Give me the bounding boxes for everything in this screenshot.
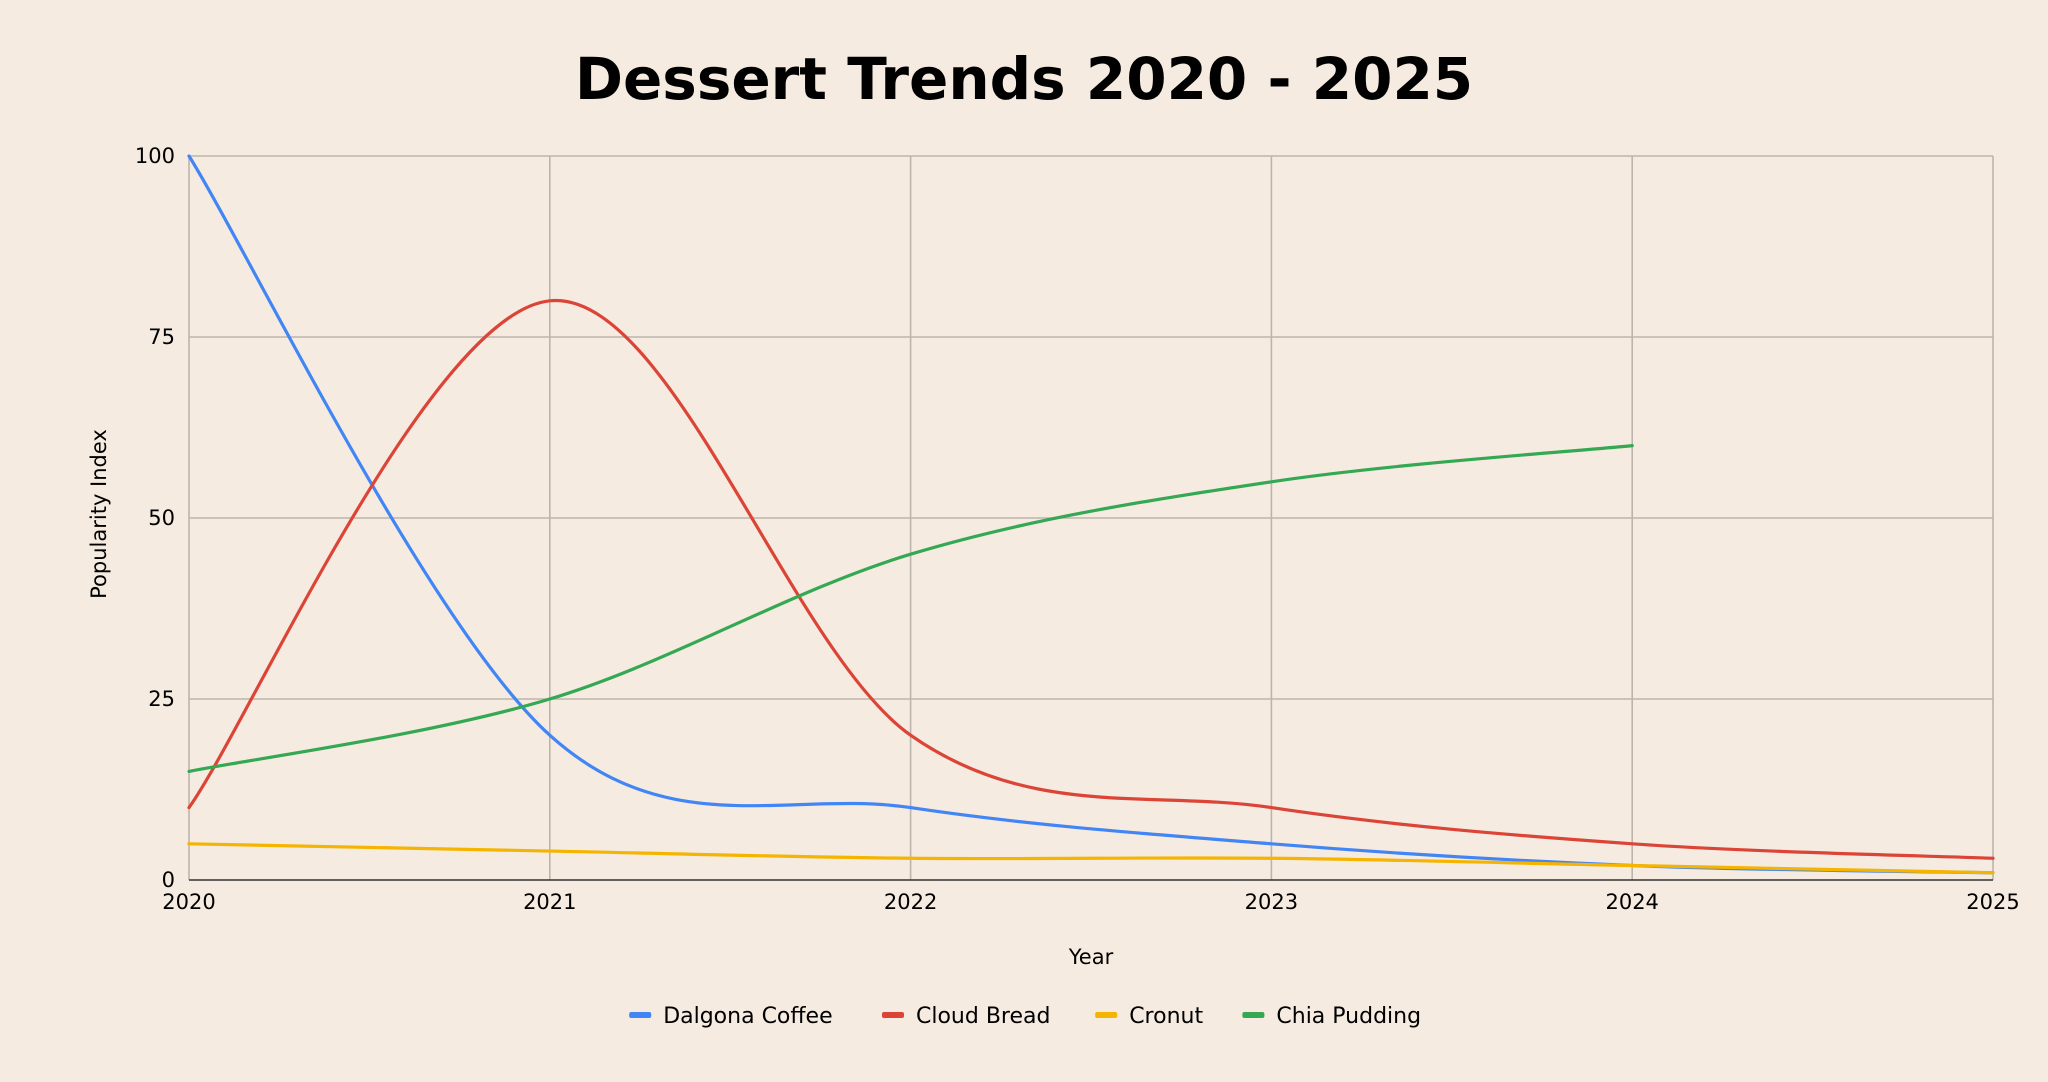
- legend-item-cloud-bread: Cloud Bread: [882, 1004, 1050, 1029]
- series-line-dalgona-coffee: [187, 154, 1995, 875]
- y-axis-label: Popularity Index: [87, 429, 111, 599]
- x-tick-label: 2022: [884, 890, 937, 914]
- x-tick-label: 2023: [1245, 890, 1298, 914]
- x-tick-label: 2024: [1605, 890, 1658, 914]
- x-tick-label: 2025: [1966, 890, 2019, 914]
- legend-item-cronut: Cronut: [1095, 1004, 1203, 1029]
- y-axis-ticks: 0 25 50 75 100: [135, 144, 175, 892]
- legend-item-dalgona-coffee: Dalgona Coffee: [629, 1004, 833, 1029]
- y-tick-label: 50: [148, 506, 175, 530]
- legend-swatch: [1242, 1012, 1265, 1018]
- x-tick-label: 2020: [162, 890, 215, 914]
- series-line-cronut: [187, 842, 1995, 875]
- y-tick-label: 75: [148, 325, 175, 349]
- x-axis-label: Year: [1068, 945, 1114, 969]
- legend-label: Cronut: [1129, 1004, 1203, 1029]
- legend-label: Cloud Bread: [916, 1004, 1050, 1029]
- x-tick-label: 2021: [523, 890, 576, 914]
- legend-label: Dalgona Coffee: [663, 1004, 832, 1029]
- grid: [188, 155, 1994, 881]
- series-line-cloud-bread: [187, 299, 1995, 860]
- legend-swatch: [1095, 1012, 1118, 1018]
- legend-label: Chia Pudding: [1276, 1004, 1421, 1029]
- legend-swatch: [882, 1012, 904, 1018]
- legend-item-chia-pudding: Chia Pudding: [1242, 1004, 1421, 1029]
- x-axis-ticks: 2020 2021 2022 2023 2024 2025: [162, 890, 2019, 914]
- legend: Dalgona Coffee Cloud Bread Cronut Chia Pudd…: [629, 1004, 1421, 1029]
- series-line-chia-pudding: [187, 444, 1634, 773]
- chart-title: Dessert Trends 2020 - 2025: [575, 45, 1473, 113]
- y-tick-label: 100: [135, 144, 175, 168]
- y-tick-label: 0: [162, 868, 175, 892]
- y-tick-label: 25: [148, 687, 175, 711]
- legend-swatch: [629, 1012, 652, 1018]
- series-lines: [187, 154, 1995, 875]
